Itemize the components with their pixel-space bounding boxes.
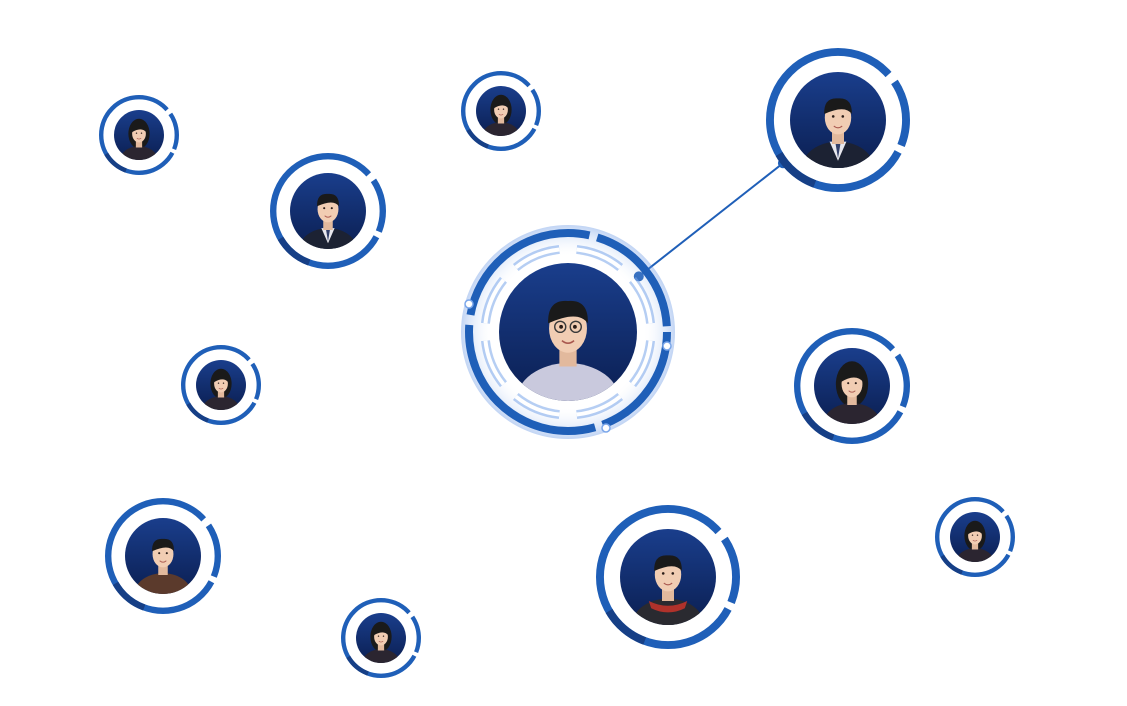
ring-gap <box>246 357 255 366</box>
ring-gap <box>889 346 901 358</box>
network-node[interactable] <box>270 153 387 270</box>
network-node[interactable] <box>98 94 179 175</box>
ring-dot <box>464 299 474 309</box>
man-suit-portrait <box>802 98 874 168</box>
network-node[interactable] <box>180 345 261 426</box>
ring-gap <box>531 123 540 131</box>
ring-accent <box>277 236 311 266</box>
ring-gap <box>251 397 260 405</box>
ring-accent <box>186 402 209 423</box>
ring-dot <box>601 423 611 433</box>
network-node[interactable] <box>596 504 741 651</box>
woman-portrait <box>482 94 520 136</box>
ring-gap <box>200 516 212 528</box>
woman-portrait <box>362 621 400 663</box>
network-node[interactable] <box>341 598 422 679</box>
connector-line <box>638 162 784 278</box>
man-suit-portrait <box>299 193 357 249</box>
woman-portrait <box>120 118 158 160</box>
network-node[interactable] <box>461 70 542 151</box>
ring-gap <box>714 528 729 542</box>
ring-accent <box>466 128 489 149</box>
ring-accent <box>104 152 127 173</box>
ring-gap <box>411 650 420 658</box>
man-glasses-portrait <box>516 300 620 401</box>
ring-gap <box>884 71 899 85</box>
connector-layer <box>633 158 788 282</box>
man-dark-shirt-portrait <box>632 555 704 625</box>
ring-gap <box>723 600 736 612</box>
center-node[interactable] <box>461 225 675 439</box>
node-layer <box>98 47 1016 679</box>
ring-gap <box>365 171 377 183</box>
ring-gap <box>526 83 535 92</box>
ring-accent <box>940 554 963 575</box>
man-casual-portrait <box>134 538 192 594</box>
ring-accent <box>112 581 146 611</box>
ring-gap <box>169 147 178 155</box>
ring-gap <box>207 574 218 584</box>
gear-ring <box>480 244 656 420</box>
ring-dot <box>662 341 672 351</box>
network-node[interactable] <box>794 328 911 445</box>
woman-long-hair-portrait <box>823 361 881 424</box>
ring-gap <box>1000 509 1009 518</box>
ring-gap <box>406 610 415 619</box>
ring-gap <box>372 229 383 239</box>
ring-gap <box>893 143 906 155</box>
ring-gap <box>896 404 907 414</box>
ring-accent <box>346 655 369 676</box>
network-node[interactable] <box>766 47 911 194</box>
ring-accent <box>801 411 835 441</box>
woman-portrait <box>202 368 240 410</box>
outer-ring <box>465 229 671 435</box>
ring-gap <box>164 107 173 116</box>
network-node[interactable] <box>105 498 222 615</box>
ring-accent <box>605 608 647 645</box>
ring-gap <box>1005 549 1014 557</box>
woman-portrait <box>956 520 994 562</box>
network-node[interactable] <box>935 497 1016 578</box>
ring-accent <box>775 151 817 188</box>
